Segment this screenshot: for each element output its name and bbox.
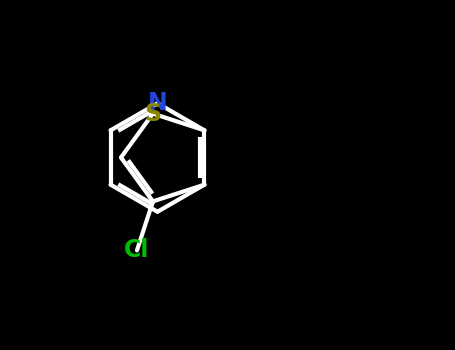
Text: S: S [144,102,162,126]
Text: N: N [147,91,167,115]
Text: Cl: Cl [124,238,150,262]
